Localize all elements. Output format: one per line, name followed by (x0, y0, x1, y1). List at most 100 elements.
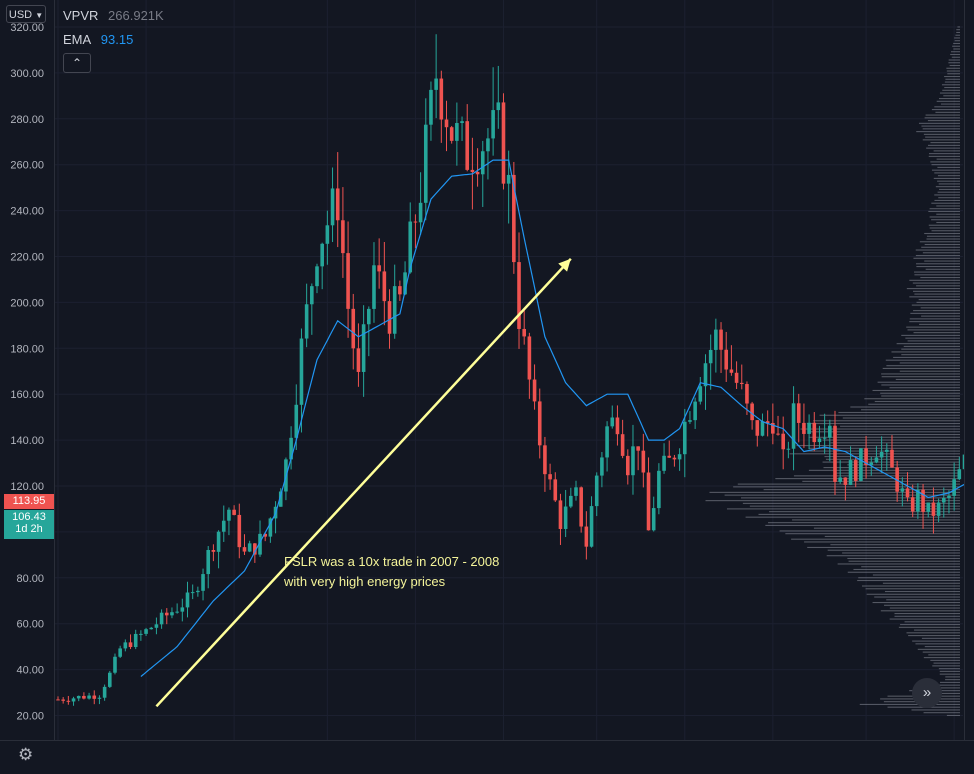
candle-body (108, 672, 112, 687)
candle-body (356, 348, 361, 372)
candle-body (869, 462, 874, 466)
ema-legend[interactable]: EMA 93.15 (63, 32, 133, 47)
candle-body (460, 121, 464, 124)
arrow-head (558, 258, 571, 272)
volume-profile-bar (906, 632, 960, 634)
volume-profile-bar (921, 315, 960, 317)
volume-profile-bar (866, 593, 960, 595)
volume-profile-bar (953, 48, 960, 50)
volume-profile-bar (830, 442, 960, 444)
volume-profile-bar (895, 378, 960, 381)
volume-profile-bar (858, 577, 960, 579)
candle-body (341, 220, 345, 254)
volume-profile-bar (936, 221, 960, 224)
volume-profile-bar (911, 709, 960, 711)
candle-body (294, 404, 299, 438)
chart-annotation[interactable]: FSLR was a 10x trade in 2007 - 2008 with… (284, 552, 499, 592)
volume-profile-bar (808, 447, 960, 449)
candle-body (164, 612, 169, 616)
candle-body (879, 451, 884, 458)
candle-body (175, 611, 179, 613)
volume-profile-bar (837, 563, 960, 565)
volume-profile-bar (853, 568, 960, 571)
price-tick-label: 180.00 (10, 343, 44, 355)
time-axis[interactable] (0, 740, 974, 774)
candle-body (641, 450, 646, 473)
volume-profile-bar (749, 505, 960, 507)
candle-body (569, 495, 573, 507)
price-tick-label: 20.00 (16, 711, 44, 723)
candle-body (403, 272, 407, 295)
volume-profile-bar (865, 588, 960, 590)
currency-select[interactable]: USD ▼ (6, 5, 46, 23)
candle-body (501, 102, 506, 184)
volume-profile-bar (956, 29, 960, 31)
candle-body (646, 472, 651, 531)
volume-profile-bar (957, 26, 960, 28)
volume-profile-bar (903, 345, 960, 347)
volume-profile-bar (936, 205, 960, 207)
candle-body (693, 401, 697, 421)
volume-profile-bar (919, 241, 960, 243)
volume-profile-bar (899, 362, 960, 364)
price-tick-label: 240.00 (10, 206, 44, 218)
candle-body (304, 304, 309, 339)
candle-body (724, 349, 729, 370)
volume-profile-bar (826, 555, 960, 557)
candle-body (895, 467, 899, 492)
volume-profile-bar (899, 370, 960, 372)
volume-profile-bar (943, 95, 960, 97)
volume-profile-bar (793, 475, 960, 477)
volume-profile-bar (925, 136, 960, 138)
currency-label: USD (8, 9, 33, 21)
volume-profile-bar (881, 395, 960, 397)
candle-body (662, 455, 666, 471)
volume-profile-bar (763, 489, 960, 491)
volume-profile-bar (953, 42, 960, 45)
collapse-legend-button[interactable]: ⌃ (63, 53, 91, 73)
vpvr-legend[interactable]: VPVR 266.921K (63, 8, 164, 23)
volume-profile-bar (928, 654, 960, 656)
volume-profile-bar (914, 629, 960, 631)
volume-profile-bar (847, 464, 960, 466)
volume-profile (705, 26, 960, 716)
candle-body (361, 324, 366, 372)
volume-profile-bar (907, 329, 960, 331)
candle-body (874, 457, 879, 463)
volume-profile-bar (910, 312, 960, 314)
candle-body (289, 437, 293, 460)
volume-profile-bar (874, 596, 960, 598)
gear-icon[interactable]: ⚙ (18, 745, 34, 764)
volume-profile-bar (906, 326, 960, 328)
candle-body (444, 119, 449, 128)
candle-body (449, 127, 454, 141)
volume-profile-bar (840, 425, 960, 427)
volume-profile-bar (909, 296, 960, 298)
volume-profile-bar (917, 648, 960, 650)
chevron-up-icon: ⌃ (71, 56, 83, 70)
volume-profile-bar (889, 618, 960, 620)
volume-profile-bar (819, 414, 960, 416)
candle-body (537, 401, 542, 446)
volume-profile-bar (945, 78, 960, 80)
price-axis[interactable] (0, 0, 55, 740)
annotation-line-1: FSLR was a 10x trade in 2007 - 2008 (284, 554, 500, 569)
price-tick-label: 120.00 (10, 481, 44, 493)
candle-body (698, 386, 703, 402)
volume-profile-bar (926, 238, 960, 240)
ema-line (140, 159, 974, 677)
volume-profile-bar (929, 208, 960, 210)
candle-body (786, 448, 791, 450)
volume-profile-bar (936, 158, 960, 160)
bid-price: 106.43 (12, 511, 46, 523)
volume-profile-bar (952, 45, 960, 47)
candle-body (128, 642, 133, 648)
volume-profile-bar (861, 409, 960, 411)
volume-profile-bar (939, 670, 960, 672)
volume-profile-bar (881, 384, 960, 386)
volume-profile-bar (804, 541, 960, 543)
double-chevron-right-icon[interactable]: » (912, 678, 942, 708)
candle-body (890, 449, 894, 468)
volume-profile-bar (935, 111, 960, 113)
